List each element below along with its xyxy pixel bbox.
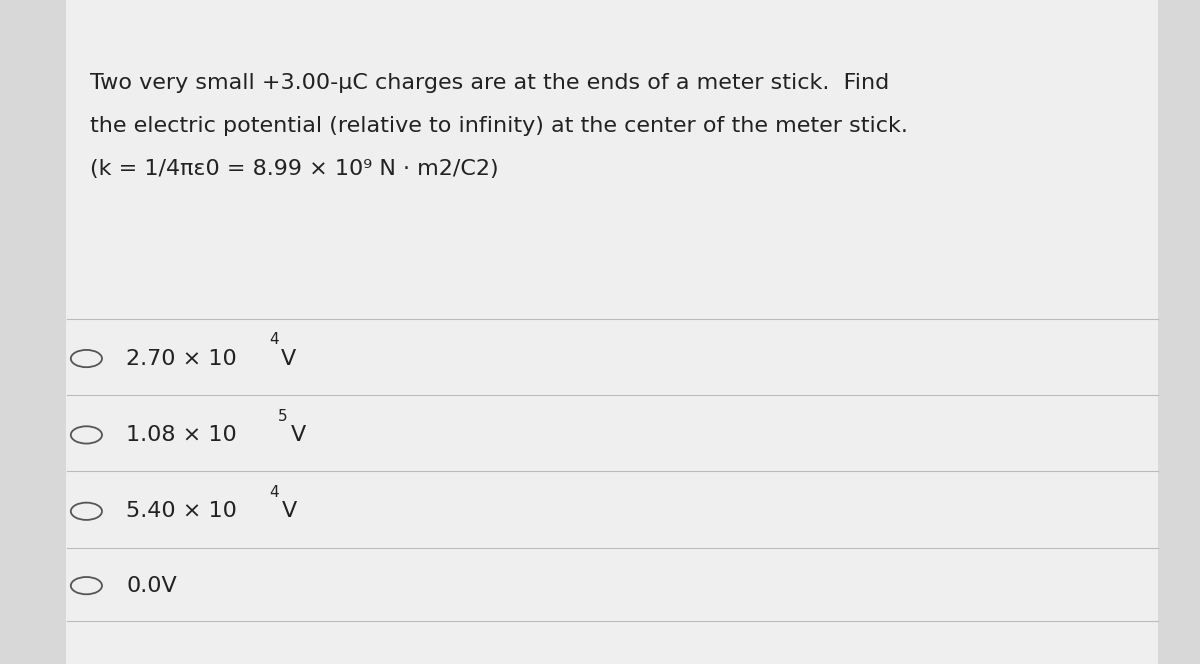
Text: 4: 4 [269, 333, 278, 347]
Text: V: V [290, 425, 306, 445]
Text: 4: 4 [269, 485, 278, 500]
Text: V: V [281, 349, 296, 369]
Text: the electric potential (relative to infinity) at the center of the meter stick.: the electric potential (relative to infi… [90, 116, 908, 136]
Text: V: V [282, 501, 296, 521]
FancyBboxPatch shape [66, 0, 1158, 664]
Text: 1.08 × 10: 1.08 × 10 [126, 425, 244, 445]
Text: 2.70 × 10: 2.70 × 10 [126, 349, 236, 369]
Text: 5: 5 [278, 409, 288, 424]
Text: (k = 1/4πε0 = 8.99 × 10⁹ N · m2/C2): (k = 1/4πε0 = 8.99 × 10⁹ N · m2/C2) [90, 159, 499, 179]
Text: 5.40 × 10: 5.40 × 10 [126, 501, 236, 521]
Text: Two very small +3.00-μC charges are at the ends of a meter stick.  Find: Two very small +3.00-μC charges are at t… [90, 73, 889, 93]
Text: 0.0V: 0.0V [126, 576, 176, 596]
